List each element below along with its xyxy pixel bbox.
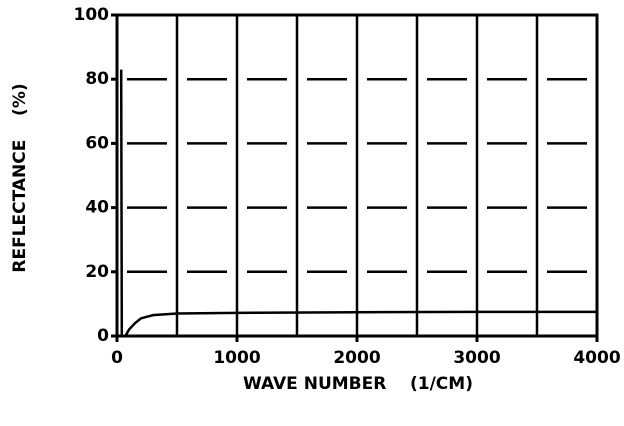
y-tick-label: 20 [85, 262, 109, 282]
y-tick-label: 80 [85, 69, 109, 89]
x-tick-label: 0 [111, 348, 123, 368]
y-tick-label: 60 [85, 133, 109, 153]
x-axis-label: WAVE NUMBER (1/CM) [243, 374, 473, 394]
y-tick-label: 100 [74, 5, 110, 25]
x-tick-label: 3000 [453, 348, 500, 368]
x-tick-label: 4000 [573, 348, 620, 368]
x-tick-label: 2000 [333, 348, 380, 368]
y-tick-label: 40 [85, 198, 109, 218]
data-line [119, 69, 597, 338]
y-axis-label: REFLECTANCE (%) [10, 83, 30, 272]
x-tick-label: 1000 [213, 348, 260, 368]
y-tick-label: 0 [97, 326, 109, 346]
